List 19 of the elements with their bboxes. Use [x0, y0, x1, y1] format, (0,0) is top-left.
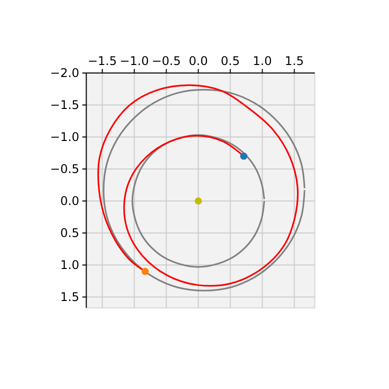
- y-tick-label: −1.0: [50, 130, 80, 144]
- line-series: [132, 134, 266, 268]
- y-tick-label: −1.5: [50, 98, 80, 112]
- point: [240, 152, 248, 160]
- y-tick-label: 0.5: [60, 226, 80, 240]
- y-tick-label: −2.0: [50, 66, 80, 80]
- x-tick-label: 1.0: [252, 54, 272, 68]
- x-tick-label: −1.0: [120, 54, 149, 68]
- point: [194, 197, 202, 205]
- y-tick-label: 1.0: [60, 258, 80, 272]
- x-tick-label: 0.0: [188, 54, 208, 68]
- point: [142, 268, 149, 276]
- y-tick-label: 0.0: [60, 194, 80, 208]
- x-tick-label: −1.5: [88, 54, 117, 68]
- y-tick-label: 1.5: [60, 290, 80, 304]
- x-tick-label: −0.5: [152, 54, 181, 68]
- y-tick-label: −0.5: [50, 162, 80, 176]
- x-tick-label: 0.5: [220, 54, 240, 68]
- x-tick-label: 1.5: [284, 54, 304, 68]
